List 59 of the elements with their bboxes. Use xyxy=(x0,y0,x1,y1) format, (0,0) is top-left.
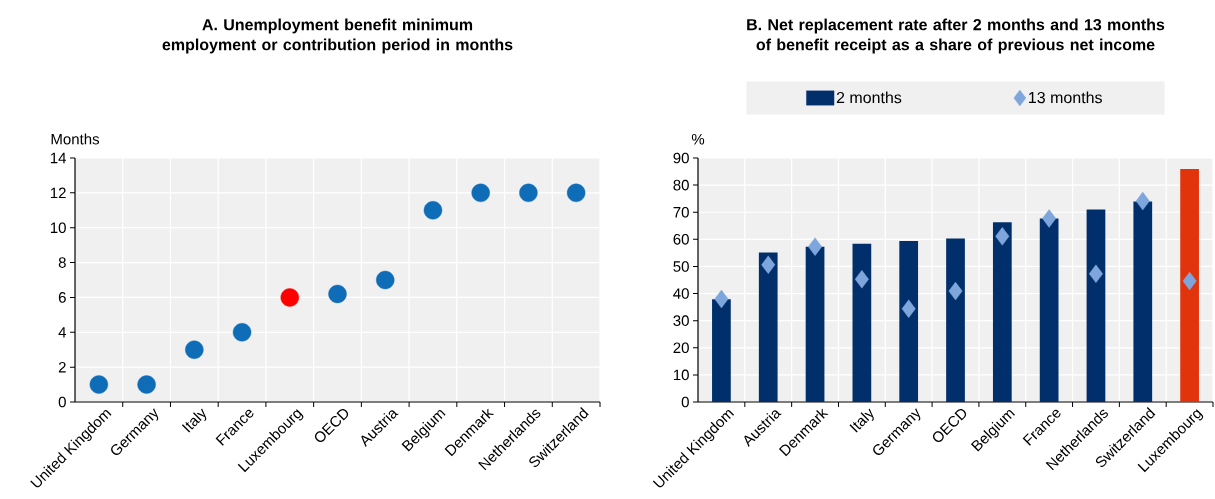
point xyxy=(232,323,252,342)
point xyxy=(280,288,299,307)
point xyxy=(423,201,443,220)
point xyxy=(471,183,490,203)
bar xyxy=(946,238,965,402)
point xyxy=(1042,209,1057,228)
y-tick-label: 4 xyxy=(58,327,67,338)
chart-title: B. Net replacement rate after 2 months and 13 months of benefit receipt as a share of previous net income xyxy=(747,18,1165,54)
y-tick-label: 6 xyxy=(58,292,66,303)
point xyxy=(1135,191,1150,211)
bar xyxy=(1086,209,1106,402)
y-axis-title: Months xyxy=(51,133,100,145)
bar xyxy=(758,252,778,402)
point xyxy=(714,289,729,309)
point xyxy=(948,281,963,301)
legend-label: 2 months xyxy=(836,91,902,104)
bar xyxy=(852,243,872,402)
chart-title: A. Unemployment benefit minimum employment or contribution period in months xyxy=(162,18,513,54)
y-tick-label: 2 xyxy=(58,361,66,373)
point xyxy=(185,340,204,359)
point xyxy=(808,237,822,256)
point xyxy=(854,269,869,289)
y-axis-title: % xyxy=(691,133,705,145)
point xyxy=(1182,271,1197,291)
y-tick-label: 40 xyxy=(673,288,689,299)
bar xyxy=(899,240,919,402)
point xyxy=(89,375,109,394)
point xyxy=(901,299,916,318)
legend-label: 13 months xyxy=(1029,91,1102,104)
bar xyxy=(992,222,1012,402)
y-tick-label: 10 xyxy=(50,222,66,234)
y-tick-label: 90 xyxy=(673,152,689,164)
y-tick-label: 30 xyxy=(673,315,689,326)
y-tick-label: 0 xyxy=(681,396,689,408)
point xyxy=(328,284,347,304)
y-tick-label: 20 xyxy=(673,342,689,354)
point xyxy=(1089,264,1103,283)
y-tick-label: 80 xyxy=(673,179,689,191)
y-tick-label: 60 xyxy=(673,234,689,245)
bar xyxy=(712,299,731,402)
point xyxy=(519,183,538,203)
point xyxy=(376,270,395,290)
y-tick-label: 8 xyxy=(58,257,66,268)
point xyxy=(995,227,1010,246)
point xyxy=(566,183,586,203)
y-tick-label: 12 xyxy=(50,187,66,199)
y-tick-label: 14 xyxy=(50,152,67,164)
point xyxy=(761,255,776,275)
bar xyxy=(805,246,825,402)
y-tick-label: 70 xyxy=(673,206,689,218)
bar xyxy=(1133,201,1153,402)
x-tick-label: Italy xyxy=(181,408,207,433)
x-tick-label: Italy xyxy=(849,408,874,433)
bar xyxy=(1039,218,1059,402)
y-tick-label: 0 xyxy=(58,396,66,408)
point xyxy=(137,375,156,394)
bar xyxy=(1180,169,1199,402)
y-tick-label: 10 xyxy=(673,369,689,381)
y-tick-label: 50 xyxy=(673,261,689,272)
